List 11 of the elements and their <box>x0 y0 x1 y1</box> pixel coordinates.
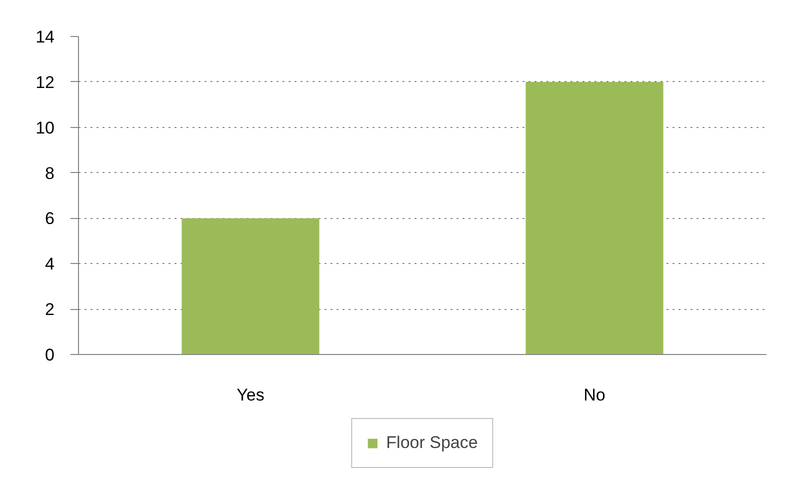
x-tick-label: Yes <box>236 386 264 404</box>
y-tick-label: 2 <box>45 300 55 320</box>
y-tick-label: 12 <box>36 72 55 92</box>
x-tick-label: No <box>584 386 606 404</box>
y-tick-label: 10 <box>36 118 55 138</box>
legend-label: Floor Space <box>386 433 478 453</box>
y-tick-label: 14 <box>36 28 55 46</box>
y-tick-label: 8 <box>45 164 55 183</box>
y-tick-label: 6 <box>45 209 55 228</box>
y-tick-label: 0 <box>45 346 55 364</box>
y-tick-label: 4 <box>45 254 55 274</box>
